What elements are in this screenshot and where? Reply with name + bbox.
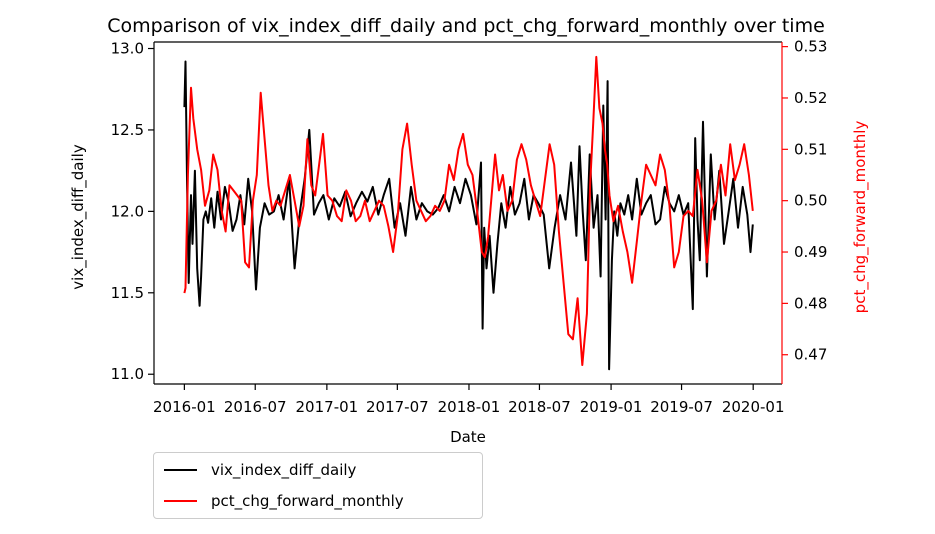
x-tick-label: 2018-07 xyxy=(508,398,571,416)
series-line-vix-index-diff-daily xyxy=(183,60,754,371)
left-tick-label: 11.0 xyxy=(111,365,144,383)
right-tick-label: 0.48 xyxy=(794,294,827,312)
legend-entry-pct: pct_chg_forward_monthly xyxy=(164,490,404,512)
x-tick-label: 2017-01 xyxy=(296,398,359,416)
series-line-pct-chg-forward-monthly xyxy=(183,55,754,366)
x-tick-label: 2017-07 xyxy=(366,398,429,416)
x-tick-label: 2016-07 xyxy=(224,398,287,416)
x-tick-label: 2019-01 xyxy=(580,398,643,416)
legend-label-pct: pct_chg_forward_monthly xyxy=(211,492,404,510)
left-tick-label: 11.5 xyxy=(111,284,144,302)
right-tick-label: 0.51 xyxy=(794,140,827,158)
x-axis-label: Date xyxy=(450,428,486,446)
left-tick-label: 12.0 xyxy=(111,202,144,220)
right-tick-label: 0.53 xyxy=(794,38,827,56)
left-axis-label: vix_index_diff_daily xyxy=(69,144,88,290)
plot-series xyxy=(183,55,754,371)
axes: 2016-01 2016-07 2017-01 2017-07 2018-01 2018-… xyxy=(111,38,828,416)
x-tick-label: 2019-07 xyxy=(650,398,713,416)
left-tick-label: 12.5 xyxy=(111,121,144,139)
chart-title: Comparison of vix_index_diff_daily and p… xyxy=(107,15,825,37)
x-tick-label: 2020-01 xyxy=(722,398,785,416)
right-tick-label: 0.49 xyxy=(794,243,827,261)
legend-label-vix: vix_index_diff_daily xyxy=(211,461,357,479)
x-tick-label: 2018-01 xyxy=(438,398,501,416)
right-tick-label: 0.47 xyxy=(794,346,827,364)
legend-swatch-vix xyxy=(164,469,197,471)
right-tick-label: 0.52 xyxy=(794,89,827,107)
legend-swatch-pct xyxy=(164,500,197,502)
left-tick-label: 13.0 xyxy=(111,40,144,58)
right-tick-label: 0.50 xyxy=(794,192,827,210)
legend-entry-vix: vix_index_diff_daily xyxy=(164,459,356,481)
x-tick-label: 2016-01 xyxy=(153,398,216,416)
legend: vix_index_diff_daily pct_chg_forward_mon… xyxy=(153,452,483,519)
right-axis-label: pct_chg_forward_monthly xyxy=(851,121,870,314)
